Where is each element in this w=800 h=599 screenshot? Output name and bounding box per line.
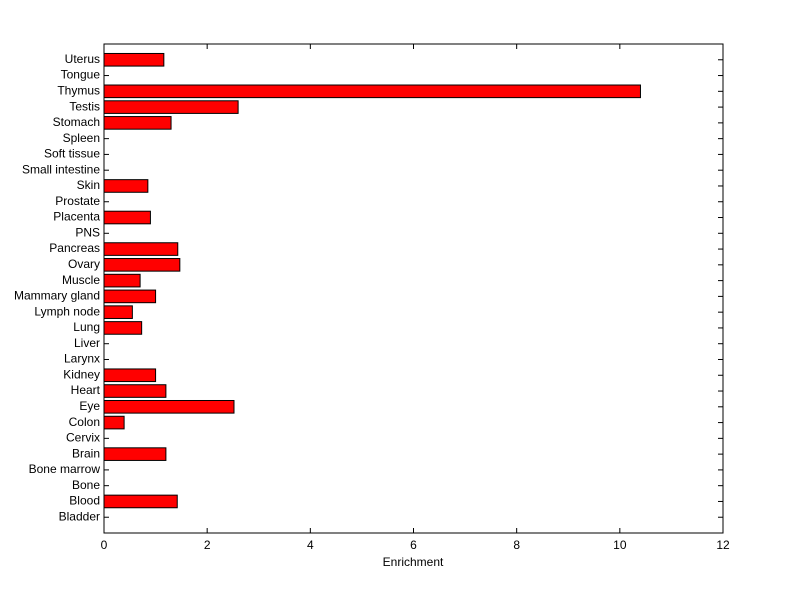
y-tick-label: Placenta [53,210,100,224]
y-tick-label: Kidney [63,367,100,381]
y-tick-label: Colon [69,415,100,429]
y-tick-label: Eye [79,399,100,413]
bar [103,321,143,335]
bar [103,447,167,461]
y-tick-label: Lung [73,320,100,334]
bar [103,273,141,288]
y-tick-label: Thymus [57,83,100,97]
y-tick-label: Stomach [53,115,100,129]
y-tick-label: Small intestine [22,162,100,176]
plot-frame [103,43,724,534]
x-tick-label: 4 [307,538,314,552]
y-tick-label: Mammary gland [14,289,100,303]
bar [103,210,151,225]
bar [103,368,157,383]
bar [103,179,149,193]
y-tick-label: Bladder [59,509,100,523]
y-tick-label: Tongue [61,68,101,82]
y-tick-label: Bone marrow [29,462,101,476]
y-tick-label: Cervix [66,431,100,445]
bar [103,384,167,398]
y-tick-label: Soft tissue [44,147,100,161]
y-tick-label: Muscle [62,273,100,287]
bar [103,305,133,319]
y-tick-label: Brain [72,446,100,460]
y-tick-label: Heart [71,383,101,397]
bar [103,116,172,130]
x-tick-label: 6 [410,538,417,552]
bar [103,399,235,414]
y-tick-label: PNS [75,225,100,239]
x-axis-label: Enrichment [383,555,444,569]
x-tick-label: 12 [716,538,730,552]
x-tick-label: 10 [613,538,627,552]
bar [103,289,157,304]
bar [103,242,179,256]
x-tick-label: 8 [513,538,520,552]
bar [103,494,178,509]
y-tick-label: Spleen [63,131,100,145]
y-tick-label: Bone [72,478,100,492]
y-tick-label: Prostate [55,194,100,208]
y-tick-label: Testis [69,99,100,113]
bar [103,258,181,272]
bar [103,415,125,430]
x-tick-label: 0 [101,538,108,552]
y-tick-label: Skin [77,178,100,192]
y-tick-label: Lymph node [34,304,100,318]
bar [103,52,165,67]
y-tick-label: Liver [74,336,100,350]
y-tick-label: Larynx [64,352,100,366]
bar [103,84,641,99]
x-tick-label: 2 [204,538,211,552]
y-tick-label: Uterus [65,52,100,66]
y-tick-label: Pancreas [49,241,100,255]
y-tick-label: Blood [69,494,100,508]
bar [103,100,239,114]
y-tick-label: Ovary [68,257,100,271]
